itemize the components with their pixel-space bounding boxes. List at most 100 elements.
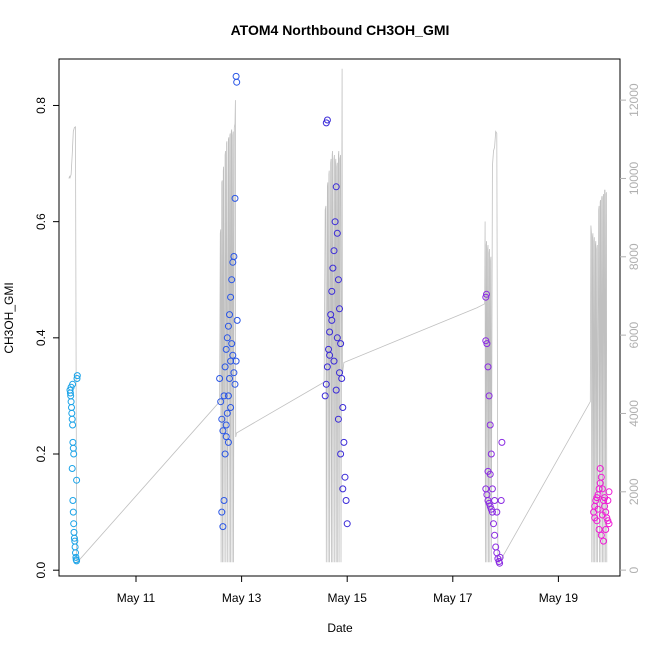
data-point: [339, 485, 347, 493]
x-tick-label: May 19: [539, 591, 579, 605]
data-point: [596, 465, 604, 472]
y2-tick-label: 0: [627, 566, 641, 573]
y2-axis: 0 2000 4000 6000 8000 10000 12000: [620, 83, 641, 573]
data-point: [322, 380, 330, 388]
data-point: [69, 497, 77, 504]
data-point: [493, 508, 501, 516]
data-point: [338, 375, 346, 382]
data-point: [218, 415, 226, 423]
data-point: [333, 229, 341, 237]
data-point: [491, 531, 499, 539]
data-point: [485, 392, 493, 400]
data-point: [218, 508, 226, 516]
data-point: [488, 485, 496, 493]
y2-tick-label: 10000: [627, 161, 641, 195]
chart-title: ATOM4 Northbound CH3OH_GMI: [231, 22, 450, 38]
data-point: [69, 438, 77, 446]
data-point: [498, 438, 506, 446]
data-point: [490, 520, 497, 528]
y2-tick-label: 4000: [627, 400, 641, 427]
data-point: [330, 357, 338, 365]
data-point: [68, 404, 75, 411]
data-point: [224, 322, 232, 330]
data-point: [226, 375, 233, 382]
y2-tick-label: 2000: [627, 478, 641, 505]
data-point: [219, 427, 227, 435]
data-point: [219, 523, 227, 531]
data-point: [487, 450, 495, 458]
data-point: [332, 183, 340, 191]
data-point: [600, 537, 607, 545]
data-point: [68, 415, 76, 423]
y-tick-label: 0.4: [34, 329, 48, 346]
x-tick-label: May 17: [433, 591, 473, 605]
data-point: [73, 372, 81, 380]
data-point: [222, 345, 230, 353]
data-point: [230, 253, 238, 260]
data-point: [326, 351, 334, 359]
data-point: [233, 316, 241, 324]
data-point: [227, 404, 235, 411]
data-point: [491, 497, 499, 504]
x-axis: May 11 May 13 May 15 May 17 May 19: [117, 576, 579, 605]
data-point: [330, 247, 338, 255]
data-point: [602, 526, 610, 533]
data-point: [73, 557, 81, 565]
data-point: [605, 520, 613, 528]
x-tick-label: May 15: [328, 591, 368, 605]
data-point: [337, 340, 345, 348]
data-point: [220, 497, 228, 504]
data-point: [332, 386, 340, 394]
y-axis: 0.0 0.2 0.4 0.6 0.8: [34, 97, 59, 579]
data-point: [482, 293, 490, 301]
data-point: [69, 444, 77, 452]
data-point: [483, 290, 490, 298]
y2-tick-label: 12000: [627, 83, 641, 117]
data-point: [333, 334, 341, 342]
data-point: [484, 363, 492, 371]
data-point: [228, 340, 236, 348]
x-tick-label: May 13: [222, 591, 262, 605]
data-point: [486, 470, 494, 478]
data-point: [594, 505, 602, 513]
data-point: [223, 334, 231, 342]
data-point: [483, 340, 491, 348]
data-point: [328, 287, 336, 295]
data-point: [339, 404, 347, 411]
data-point: [331, 218, 339, 226]
points-layer: [66, 72, 613, 567]
data-point: [70, 534, 78, 542]
data-point: [73, 375, 81, 382]
data-point: [323, 363, 331, 371]
data-point: [334, 415, 342, 423]
data-point: [222, 421, 230, 429]
x-tick-label: May 11: [117, 591, 156, 605]
data-point: [593, 517, 601, 525]
data-point: [69, 421, 77, 429]
data-point: [222, 433, 230, 441]
data-point: [605, 488, 613, 496]
data-point: [323, 116, 331, 124]
data-point: [231, 380, 239, 388]
data-point: [229, 351, 237, 359]
y2-tick-label: 8000: [627, 243, 641, 270]
data-point: [227, 293, 235, 301]
data-point: [337, 450, 345, 458]
data-point: [68, 409, 76, 417]
data-point: [326, 328, 334, 336]
data-point: [601, 494, 609, 502]
data-point: [226, 311, 233, 319]
data-point: [343, 520, 351, 528]
data-point: [336, 305, 343, 313]
data-point: [221, 363, 229, 371]
y-tick-label: 0.0: [34, 562, 48, 579]
y-tick-label: 0.8: [34, 97, 48, 114]
data-point: [216, 375, 224, 382]
y-tick-label: 0.6: [34, 213, 48, 230]
data-point: [496, 553, 504, 561]
data-point: [230, 369, 238, 377]
altitude-layer: [68, 68, 608, 564]
data-point: [72, 549, 79, 557]
data-point: [69, 508, 77, 516]
